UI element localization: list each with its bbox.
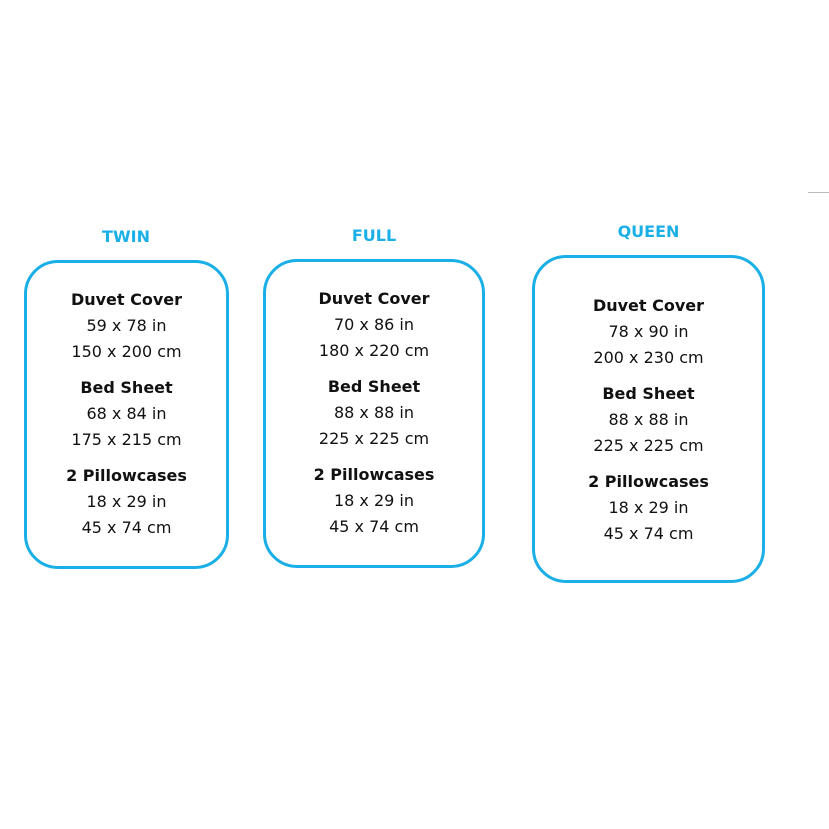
size-in: 68 x 84 in: [86, 404, 167, 423]
section-pillowcases: 2 Pillowcases 18 x 29 in 45 x 74 cm: [266, 462, 482, 540]
size-in: 18 x 29 in: [333, 491, 415, 510]
size-card-queen: Duvet Cover 78 x 90 in 200 x 230 cm Bed Sh…: [532, 255, 765, 583]
size-in: 18 x 29 in: [86, 492, 167, 511]
size-cm: 45 x 74 cm: [81, 518, 172, 537]
section-heading: Bed Sheet: [80, 378, 173, 397]
size-in: 70 x 86 in: [333, 315, 415, 334]
section-heading: Duvet Cover: [592, 296, 705, 315]
section-heading: 2 Pillowcases: [588, 472, 709, 491]
size-in: 88 x 88 in: [333, 403, 415, 422]
size-title-queen: QUEEN: [617, 222, 680, 241]
size-cm: 45 x 74 cm: [329, 517, 419, 536]
size-cm: 45 x 74 cm: [603, 524, 694, 543]
section-heading: Duvet Cover: [70, 290, 183, 309]
section-duvet-cover: Duvet Cover 70 x 86 in 180 x 220 cm: [266, 286, 482, 364]
section-heading: Duvet Cover: [318, 289, 430, 308]
size-cm: 180 x 220 cm: [318, 341, 430, 360]
section-heading: Bed Sheet: [327, 377, 421, 396]
size-cm: 225 x 225 cm: [593, 436, 704, 455]
size-in: 78 x 90 in: [608, 322, 689, 341]
size-cm: 200 x 230 cm: [593, 348, 704, 367]
section-pillowcases: 2 Pillowcases 18 x 29 in 45 x 74 cm: [27, 463, 226, 541]
section-heading: 2 Pillowcases: [66, 466, 187, 485]
size-in: 59 x 78 in: [86, 316, 167, 335]
size-card-full: Duvet Cover 70 x 86 in 180 x 220 cm Bed Sh…: [263, 259, 485, 568]
section-bed-sheet: Bed Sheet 88 x 88 in 225 x 225 cm: [535, 381, 762, 459]
section-pillowcases: 2 Pillowcases 18 x 29 in 45 x 74 cm: [535, 469, 762, 547]
size-in: 18 x 29 in: [608, 498, 689, 517]
section-bed-sheet: Bed Sheet 68 x 84 in 175 x 215 cm: [27, 375, 226, 453]
size-title-full: FULL: [351, 226, 397, 245]
divider: [808, 192, 829, 193]
section-bed-sheet: Bed Sheet 88 x 88 in 225 x 225 cm: [266, 374, 482, 452]
size-title-twin: TWIN: [102, 227, 150, 246]
size-cm: 150 x 200 cm: [71, 342, 182, 361]
section-duvet-cover: Duvet Cover 59 x 78 in 150 x 200 cm: [27, 287, 226, 365]
section-duvet-cover: Duvet Cover 78 x 90 in 200 x 230 cm: [535, 293, 762, 371]
section-heading: 2 Pillowcases: [313, 465, 435, 484]
size-cm: 225 x 225 cm: [318, 429, 430, 448]
size-in: 88 x 88 in: [608, 410, 689, 429]
section-heading: Bed Sheet: [602, 384, 695, 403]
size-card-twin: Duvet Cover 59 x 78 in 150 x 200 cm Bed Sh…: [24, 260, 229, 569]
size-cm: 175 x 215 cm: [71, 430, 182, 449]
